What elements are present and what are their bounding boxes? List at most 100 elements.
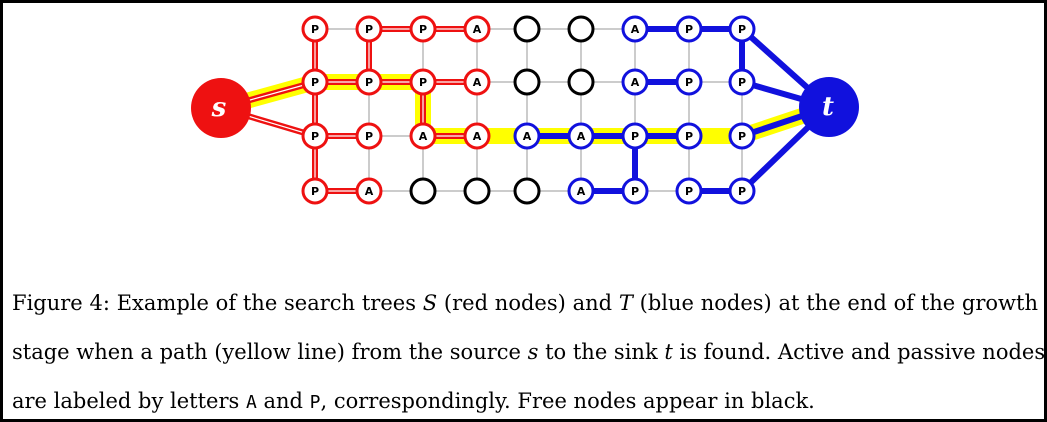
- caption-text: and: [256, 389, 310, 413]
- node-circle: [675, 122, 703, 150]
- free-node: [513, 68, 541, 96]
- node-label: P: [365, 76, 373, 89]
- passive-node: P: [301, 177, 329, 205]
- node-label: A: [631, 76, 640, 89]
- node-label: P: [738, 130, 746, 143]
- node-label: P: [311, 130, 319, 143]
- active-node: A: [621, 15, 649, 43]
- passive-node: P: [675, 68, 703, 96]
- node-label: P: [419, 76, 427, 89]
- node-circle: [675, 177, 703, 205]
- node-label: P: [365, 23, 373, 36]
- node-circle: [409, 15, 437, 43]
- caption-text: are labeled by letters: [12, 389, 246, 413]
- sink-node: t: [799, 77, 859, 137]
- node-circle: [301, 177, 329, 205]
- caption-line-1: Figure 4: Example of the search trees S …: [12, 279, 1038, 328]
- node-label: P: [738, 185, 746, 198]
- node-circle: [621, 15, 649, 43]
- passive-node: P: [301, 122, 329, 150]
- node-circle: [409, 177, 437, 205]
- node-circle: [728, 15, 756, 43]
- free-node: [567, 15, 595, 43]
- caption-symbol-t: t: [664, 340, 673, 364]
- node-label: A: [577, 185, 586, 198]
- node-circle: [728, 122, 756, 150]
- node-circle: [567, 68, 595, 96]
- tree-edges: [220, 26, 832, 194]
- node-label: P: [631, 130, 639, 143]
- node-circle: [728, 68, 756, 96]
- node-circle: [675, 15, 703, 43]
- node-label: P: [685, 23, 693, 36]
- passive-node: P: [409, 68, 437, 96]
- node-label: A: [631, 23, 640, 36]
- passive-node: P: [355, 122, 383, 150]
- node-label: P: [685, 76, 693, 89]
- node-circle: [567, 177, 595, 205]
- active-node: A: [567, 177, 595, 205]
- active-node: A: [463, 122, 491, 150]
- node-circle: [567, 122, 595, 150]
- caption-symbol-s: s: [527, 340, 539, 364]
- node-circle: [301, 122, 329, 150]
- caption-line-2: stage when a path (yellow line) from the…: [12, 328, 1044, 377]
- node-circle: [301, 15, 329, 43]
- sink-circle: [799, 77, 859, 137]
- node-circle: [513, 122, 541, 150]
- free-node: [513, 177, 541, 205]
- node-circle: [567, 15, 595, 43]
- caption-letter-A: A: [245, 392, 257, 413]
- node-circle: [301, 68, 329, 96]
- passive-node: P: [621, 177, 649, 205]
- active-node: A: [355, 177, 383, 205]
- sink-label: t: [822, 92, 834, 122]
- node-label: P: [685, 185, 693, 198]
- node-circle: [463, 68, 491, 96]
- grid-nodes: P P P A A P P P P P A A P P P P A A A A P P P P A A P P P: [301, 15, 756, 205]
- figure-caption: Figure 4: Example of the search trees S …: [12, 279, 1044, 419]
- node-circle: [621, 68, 649, 96]
- node-label: A: [577, 130, 586, 143]
- caption-text: , correspondingly. Free nodes appear in …: [320, 389, 815, 413]
- passive-node: P: [675, 15, 703, 43]
- node-circle: [355, 177, 383, 205]
- node-label: A: [523, 130, 532, 143]
- caption-text: (red nodes) and: [437, 291, 619, 315]
- active-node: A: [513, 122, 541, 150]
- passive-node: P: [728, 122, 756, 150]
- caption-text: to the sink: [538, 340, 665, 364]
- source-circle: [191, 78, 251, 138]
- node-circle: [355, 122, 383, 150]
- passive-node: P: [728, 68, 756, 96]
- node-label: P: [631, 185, 639, 198]
- caption-text: Figure 4: Example of the search trees: [12, 291, 423, 315]
- node-label: P: [365, 130, 373, 143]
- passive-node: P: [355, 15, 383, 43]
- passive-node: P: [409, 15, 437, 43]
- free-node: [567, 68, 595, 96]
- node-label: A: [365, 185, 374, 198]
- node-circle: [463, 177, 491, 205]
- node-circle: [513, 177, 541, 205]
- free-node: [513, 15, 541, 43]
- passive-node: P: [301, 15, 329, 43]
- passive-node: P: [728, 177, 756, 205]
- caption-text: is found. Active and passive nodes: [672, 340, 1046, 364]
- node-label: P: [738, 23, 746, 36]
- free-node: [409, 177, 437, 205]
- free-node: [463, 177, 491, 205]
- caption-symbol-T: T: [618, 291, 633, 315]
- node-circle: [621, 122, 649, 150]
- node-circle: [409, 68, 437, 96]
- node-label: A: [473, 130, 482, 143]
- node-label: A: [473, 23, 482, 36]
- active-node: A: [567, 122, 595, 150]
- passive-node: P: [621, 122, 649, 150]
- passive-node: P: [301, 68, 329, 96]
- node-label: P: [311, 76, 319, 89]
- node-circle: [675, 68, 703, 96]
- node-label: P: [738, 76, 746, 89]
- active-node: A: [409, 122, 437, 150]
